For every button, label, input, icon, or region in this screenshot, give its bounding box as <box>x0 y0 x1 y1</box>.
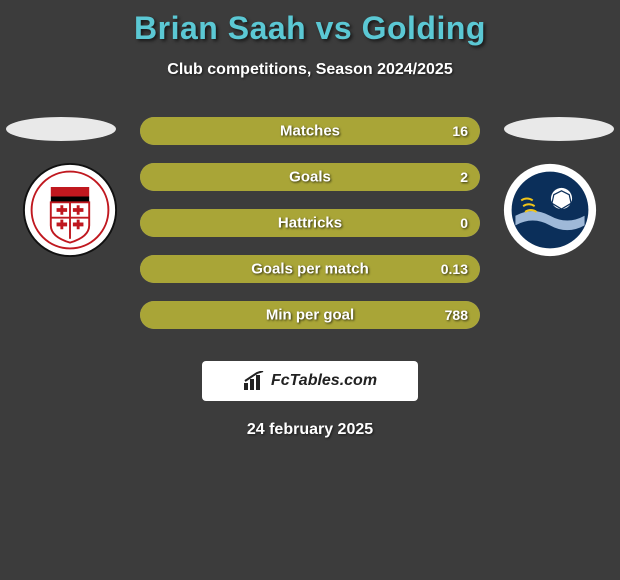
stat-bar: Goals 2 <box>140 163 480 191</box>
stat-bar-label: Goals <box>289 169 331 186</box>
stat-bar-value-right: 16 <box>452 123 468 139</box>
stat-bar: Matches 16 <box>140 117 480 145</box>
comparison-stage: Matches 16 Goals 2 Hattricks 0 Goals per match… <box>0 117 620 347</box>
player-left-base <box>6 117 116 141</box>
stat-bar-value-right: 788 <box>445 307 468 323</box>
stat-bar: Goals per match 0.13 <box>140 255 480 283</box>
page-subtitle: Club competitions, Season 2024/2025 <box>0 61 620 79</box>
stat-bar-value-right: 0 <box>460 215 468 231</box>
stat-bar-label: Hattricks <box>278 215 342 232</box>
club-crest-right <box>502 162 598 258</box>
stat-bar-label: Min per goal <box>266 307 354 324</box>
stat-bar: Min per goal 788 <box>140 301 480 329</box>
southend-crest-icon <box>502 162 598 258</box>
woking-crest-icon <box>22 162 118 258</box>
stat-bar-value-right: 0.13 <box>441 261 468 277</box>
chart-icon <box>243 371 267 391</box>
club-crest-left <box>22 162 118 258</box>
stat-bar-label: Goals per match <box>251 261 369 278</box>
stat-bar: Hattricks 0 <box>140 209 480 237</box>
page-title: Brian Saah vs Golding <box>0 0 620 47</box>
stat-bar-value-right: 2 <box>460 169 468 185</box>
player-right-base <box>504 117 614 141</box>
brand-text: FcTables.com <box>271 372 377 390</box>
stat-bars: Matches 16 Goals 2 Hattricks 0 Goals per match… <box>140 117 480 347</box>
brand-badge: FcTables.com <box>202 361 418 401</box>
stat-bar-label: Matches <box>280 123 340 140</box>
snapshot-date: 24 february 2025 <box>0 421 620 439</box>
